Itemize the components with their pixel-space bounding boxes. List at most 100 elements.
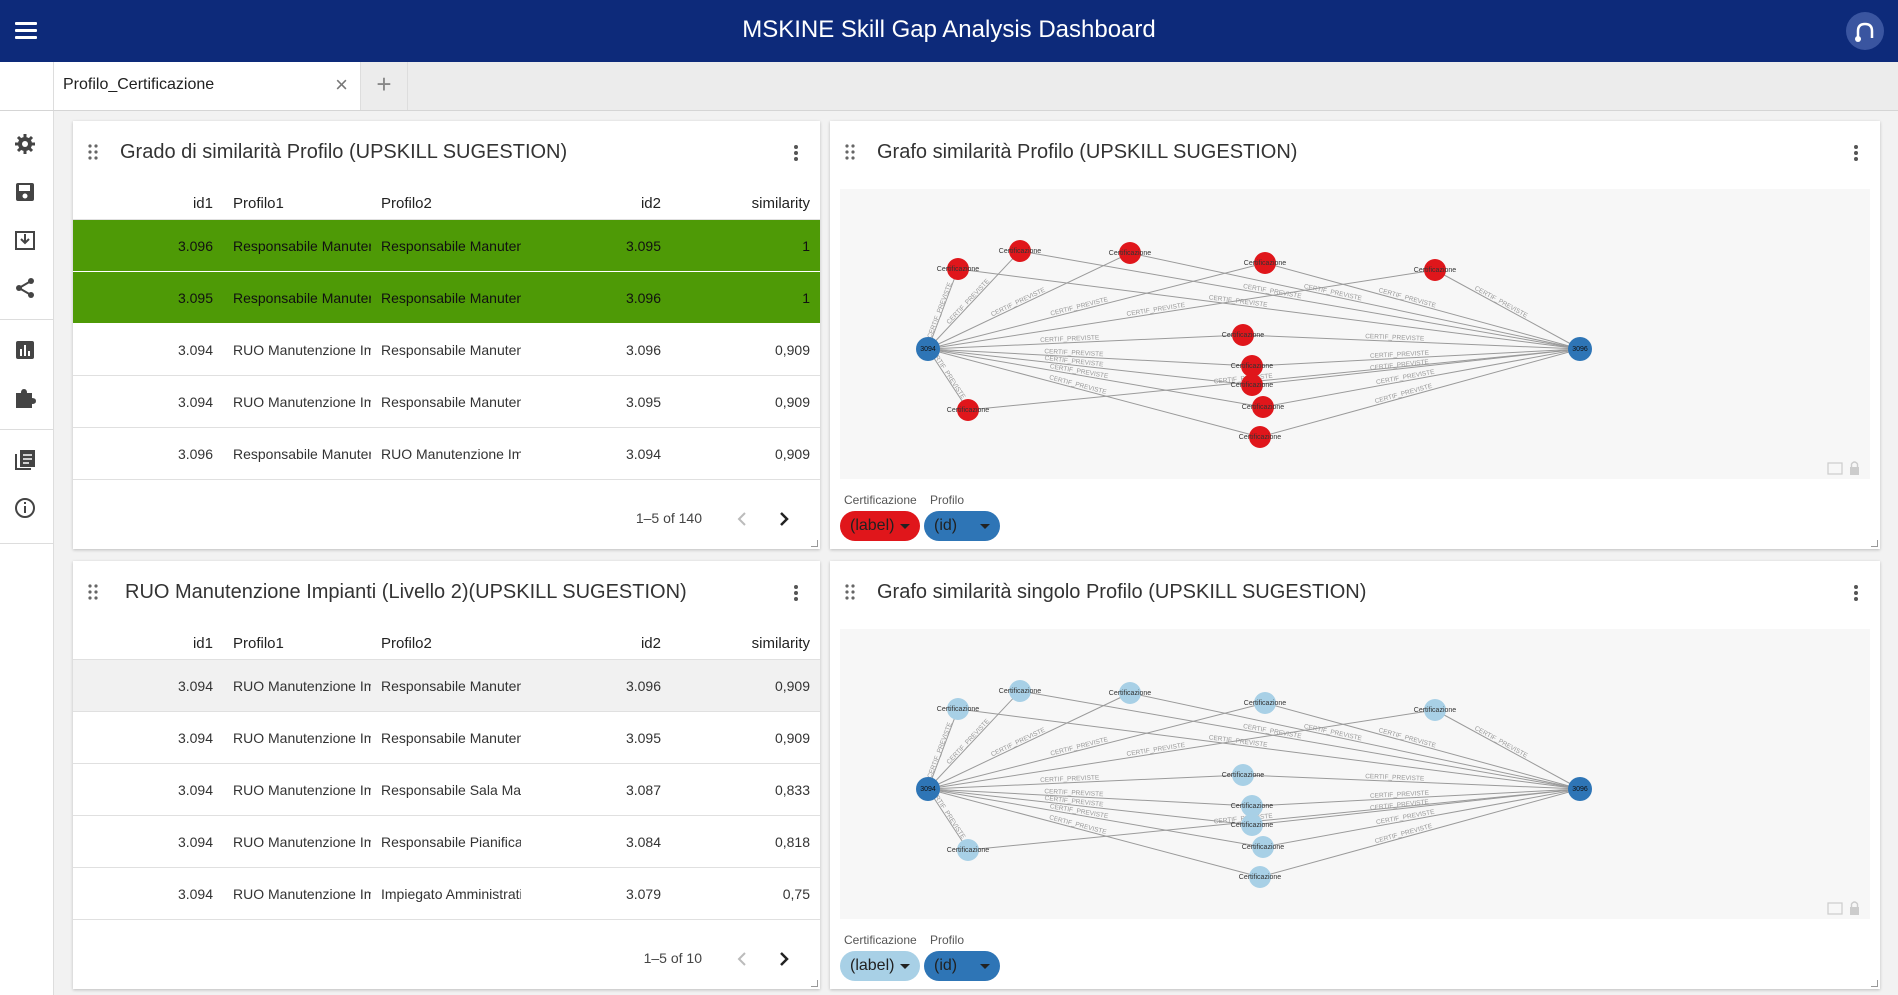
- network-graph-canvas[interactable]: CERTIF_PREVISTE CERTIF_PREVISTECERTIF_PRE…: [840, 629, 1870, 919]
- cell-id2: 3.084: [521, 815, 671, 868]
- certification-node[interactable]: [947, 258, 969, 280]
- prev-page-icon[interactable]: [732, 947, 752, 971]
- certification-node[interactable]: [957, 399, 979, 421]
- more-vert-icon[interactable]: [792, 143, 800, 163]
- column-header[interactable]: id1: [192, 634, 213, 652]
- certification-node[interactable]: [947, 698, 969, 720]
- column-header[interactable]: Profilo2: [381, 194, 432, 212]
- prev-page-icon[interactable]: [732, 507, 752, 531]
- table-row[interactable]: 3.094 RUO Manutenzione Impianti Responsa…: [73, 815, 820, 868]
- table-row[interactable]: 3.094 RUO Manutenzione Impianti Responsa…: [73, 711, 820, 764]
- next-page-icon[interactable]: [774, 947, 794, 971]
- fullscreen-icon[interactable]: [1827, 462, 1843, 475]
- lock-icon[interactable]: [1850, 467, 1859, 475]
- drag-handle-icon[interactable]: [844, 583, 856, 601]
- profile-node[interactable]: [916, 337, 940, 361]
- certification-node[interactable]: [957, 839, 979, 861]
- more-vert-icon[interactable]: [1852, 583, 1860, 603]
- certification-node[interactable]: [1249, 866, 1271, 888]
- table-row[interactable]: 3.096 Responsabile Manutenzione RUO Manu…: [73, 427, 820, 480]
- more-vert-icon[interactable]: [1852, 143, 1860, 163]
- table-row[interactable]: 3.094 RUO Manutenzione Impianti Responsa…: [73, 375, 820, 428]
- certification-node[interactable]: [1232, 764, 1254, 786]
- certification-node[interactable]: [1252, 836, 1274, 858]
- profile-node[interactable]: [1568, 337, 1592, 361]
- legend-cert-chip[interactable]: (label): [840, 511, 920, 541]
- menu-icon[interactable]: [12, 18, 40, 44]
- resize-handle[interactable]: [811, 540, 818, 547]
- cell-profilo2: RUO Manutenzione Impianti: [371, 427, 521, 480]
- more-vert-icon[interactable]: [792, 583, 800, 603]
- node-label: Certificazione: [1222, 772, 1265, 779]
- table-row[interactable]: 3.094 RUO Manutenzione Impianti Responsa…: [73, 323, 820, 376]
- library-books-icon[interactable]: [12, 447, 38, 473]
- certification-node[interactable]: [1424, 699, 1446, 721]
- certification-node[interactable]: [1424, 259, 1446, 281]
- edge-label: CERTIF_PREVISTE: [1044, 348, 1104, 358]
- certification-node[interactable]: [1009, 240, 1031, 262]
- table-row[interactable]: 3.094 RUO Manutenzione Impianti Impiegat…: [73, 867, 820, 920]
- table-row[interactable]: 3.094 RUO Manutenzione Impianti Responsa…: [73, 763, 820, 816]
- share-icon[interactable]: [12, 275, 38, 301]
- resize-handle[interactable]: [811, 980, 818, 987]
- settings-gear-icon[interactable]: [12, 131, 38, 157]
- network-graph[interactable]: CERTIF_PREVISTE CERTIF_PREVISTE CERTIF_PRE…: [840, 629, 1870, 919]
- legend-profile-chip[interactable]: (id): [924, 951, 1000, 981]
- table-row[interactable]: 3.094 RUO Manutenzione Impianti Responsa…: [73, 659, 820, 712]
- column-header[interactable]: Profilo1: [233, 194, 284, 212]
- app-header: MSKINE Skill Gap Analysis Dashboard: [0, 0, 1898, 62]
- info-icon[interactable]: [12, 495, 38, 521]
- certification-node[interactable]: [1119, 242, 1141, 264]
- column-header[interactable]: Profilo1: [233, 634, 284, 652]
- certification-node[interactable]: [1232, 324, 1254, 346]
- column-header[interactable]: Profilo2: [381, 634, 432, 652]
- tab-profilo-certificazione[interactable]: Profilo_Certificazione ×: [54, 62, 361, 110]
- certification-node[interactable]: [1241, 374, 1263, 396]
- network-graph[interactable]: CERTIF_PREVISTE CERTIF_PREVISTE CERTIF_PRE…: [840, 189, 1870, 479]
- cell-profilo1: Responsabile Manutenzione: [223, 427, 371, 480]
- close-icon[interactable]: ×: [335, 72, 348, 97]
- certification-node[interactable]: [1249, 426, 1271, 448]
- profile-node[interactable]: [916, 777, 940, 801]
- drag-handle-icon[interactable]: [87, 143, 99, 161]
- table-row[interactable]: 3.096 Responsabile Manutenzione Responsa…: [73, 219, 820, 272]
- certification-node[interactable]: [1241, 814, 1263, 836]
- chart-icon[interactable]: [12, 337, 38, 363]
- certification-node[interactable]: [1254, 692, 1276, 714]
- legend-profile-chip[interactable]: (id): [924, 511, 1000, 541]
- drag-handle-icon[interactable]: [87, 583, 99, 601]
- resize-handle[interactable]: [1871, 540, 1878, 547]
- network-graph-canvas[interactable]: CERTIF_PREVISTE CERTIF_PREVISTECERTIF_PRE…: [840, 189, 1870, 479]
- certification-node[interactable]: [1254, 252, 1276, 274]
- cell-id2: 3.096: [521, 271, 671, 324]
- graph-edge: [1251, 348, 1581, 367]
- table-row[interactable]: 3.095 Responsabile Manutenzione Responsa…: [73, 271, 820, 324]
- add-tab-button[interactable]: +: [361, 62, 408, 110]
- drag-handle-icon[interactable]: [844, 143, 856, 161]
- save-icon[interactable]: [12, 179, 38, 205]
- certification-node[interactable]: [1241, 795, 1263, 817]
- edge-label: CERTIF_PREVISTE: [990, 726, 1047, 758]
- lock-icon[interactable]: [1850, 907, 1859, 915]
- cell-profilo1: Responsabile Manutenzione: [223, 271, 371, 324]
- column-header[interactable]: id2: [640, 194, 661, 212]
- certification-node[interactable]: [1241, 355, 1263, 377]
- certification-node[interactable]: [1252, 396, 1274, 418]
- extension-puzzle-icon[interactable]: [12, 385, 38, 411]
- connection-icon[interactable]: [1846, 12, 1884, 50]
- column-header[interactable]: similarity: [751, 634, 810, 652]
- resize-handle[interactable]: [1871, 980, 1878, 987]
- fullscreen-icon[interactable]: [1827, 902, 1843, 915]
- download-icon[interactable]: [12, 227, 38, 253]
- column-header[interactable]: id2: [640, 634, 661, 652]
- column-header[interactable]: similarity: [751, 194, 810, 212]
- graph-edge: [1242, 774, 1581, 790]
- node-label: Certificazione: [1109, 250, 1152, 257]
- next-page-icon[interactable]: [774, 507, 794, 531]
- table-header-row: id1 Profilo1 Profilo2 id2 similarity: [73, 627, 820, 660]
- certification-node[interactable]: [1009, 680, 1031, 702]
- column-header[interactable]: id1: [192, 194, 213, 212]
- profile-node[interactable]: [1568, 777, 1592, 801]
- legend-cert-chip[interactable]: (label): [840, 951, 920, 981]
- certification-node[interactable]: [1119, 682, 1141, 704]
